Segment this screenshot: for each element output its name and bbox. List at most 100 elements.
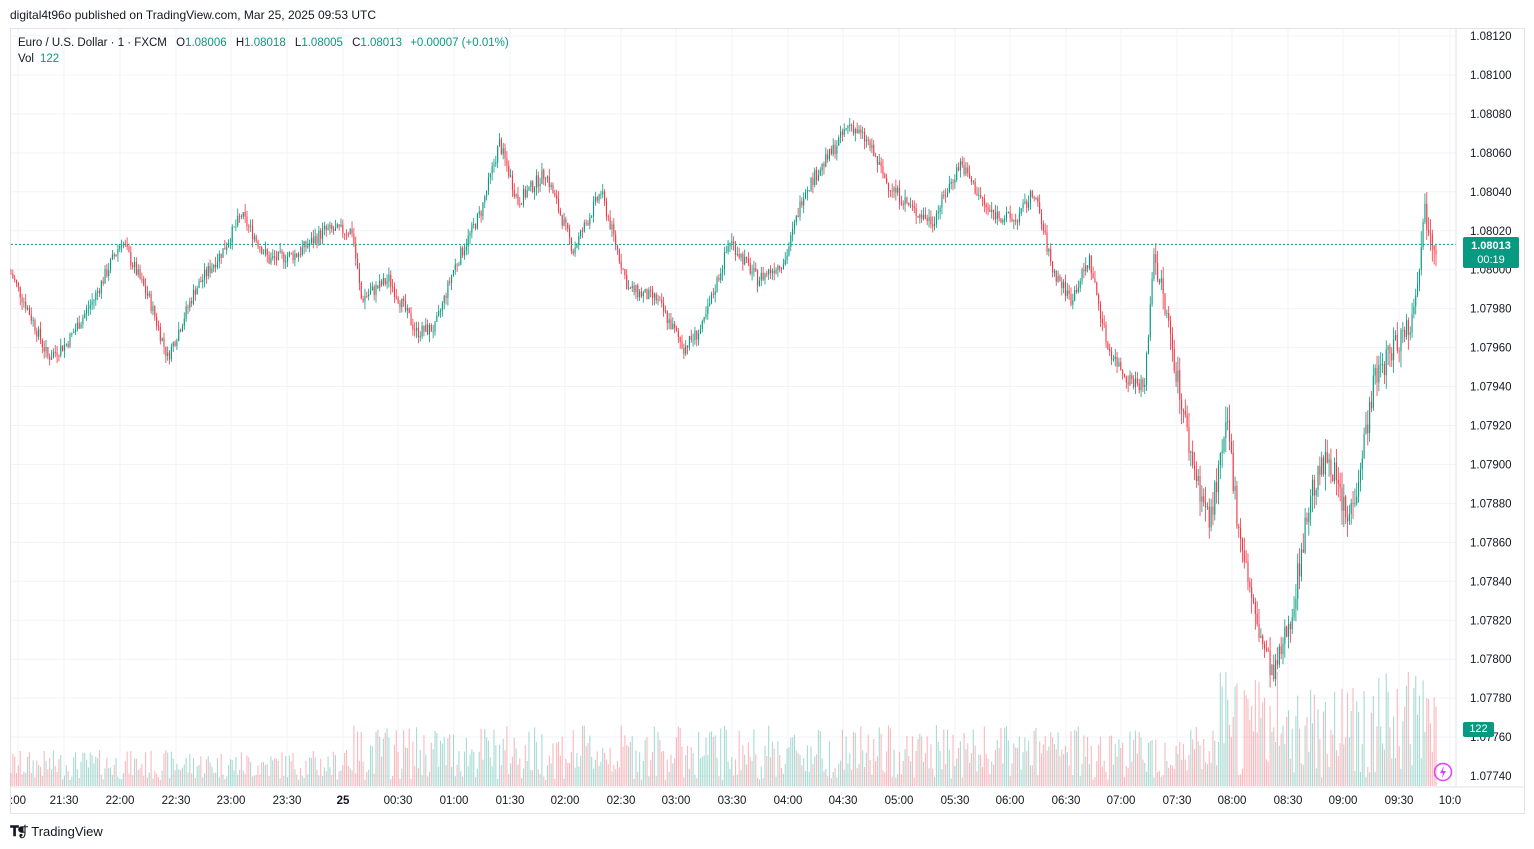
volume-bar bbox=[803, 758, 805, 786]
candle-body bbox=[666, 311, 668, 323]
candle-body bbox=[156, 316, 158, 326]
volume-bar bbox=[191, 773, 193, 786]
volume-bar bbox=[976, 771, 978, 786]
tradingview-footer[interactable]: 𝐓❡ TradingView bbox=[10, 823, 103, 840]
volume-bar bbox=[1317, 709, 1319, 786]
candle-body bbox=[1151, 278, 1153, 305]
volume-bar bbox=[154, 770, 156, 786]
candle-body bbox=[1035, 198, 1037, 199]
volume-bar bbox=[1074, 729, 1076, 786]
candle-body bbox=[150, 293, 152, 311]
candle-body bbox=[1020, 208, 1022, 214]
candle-body bbox=[270, 257, 272, 264]
volume-bar bbox=[893, 749, 895, 786]
volume-bar bbox=[709, 732, 711, 786]
volume-bar bbox=[80, 761, 82, 786]
volume-bar bbox=[781, 767, 783, 786]
candle-body bbox=[1077, 287, 1079, 293]
volume-bar bbox=[180, 770, 182, 786]
candle-body bbox=[530, 181, 532, 187]
candle-body bbox=[1136, 378, 1138, 384]
volume-bar bbox=[216, 758, 219, 786]
volume-bar bbox=[873, 739, 875, 786]
candle-body bbox=[1374, 367, 1376, 376]
candle-body bbox=[288, 252, 290, 257]
volume-bar bbox=[1221, 686, 1223, 786]
candle-body bbox=[452, 269, 454, 276]
candle-body bbox=[1101, 319, 1103, 324]
candle-body bbox=[983, 198, 985, 205]
volume-bar bbox=[698, 731, 700, 786]
volume-bar bbox=[1011, 763, 1013, 786]
candle-body bbox=[515, 194, 517, 197]
candle-body bbox=[661, 300, 663, 304]
candle-body bbox=[703, 316, 705, 322]
candle-body bbox=[146, 292, 148, 296]
candle-body bbox=[281, 251, 283, 254]
volume-bar bbox=[299, 767, 301, 786]
volume-bar bbox=[821, 758, 823, 786]
candle-body bbox=[10, 273, 12, 275]
candle-body bbox=[39, 328, 42, 341]
chart-frame[interactable] bbox=[10, 28, 1525, 814]
volume-bar bbox=[211, 766, 213, 786]
volume-bar bbox=[1099, 736, 1102, 786]
volume-bar bbox=[1005, 726, 1008, 786]
candle-body bbox=[321, 228, 324, 239]
volume-bar bbox=[382, 738, 384, 786]
volume-bar bbox=[1289, 758, 1291, 786]
candle-body bbox=[594, 196, 596, 202]
volume-bar bbox=[808, 771, 810, 786]
volume-bar bbox=[145, 752, 147, 786]
candle-body bbox=[751, 271, 753, 274]
symbol-title[interactable]: Euro / U.S. Dollar · 1 · FXCM bbox=[18, 37, 167, 49]
volume-bar bbox=[661, 751, 663, 786]
candle-body bbox=[685, 345, 687, 354]
volume-bar bbox=[506, 726, 508, 786]
volume-bar bbox=[906, 735, 908, 786]
candle-body bbox=[565, 219, 567, 223]
candle-body bbox=[498, 139, 501, 147]
candle-body bbox=[108, 270, 110, 276]
volume-bar bbox=[613, 764, 615, 786]
volume-bar bbox=[775, 776, 777, 786]
volume-bar bbox=[1356, 701, 1358, 786]
candle-body bbox=[408, 307, 410, 314]
candle-body bbox=[1310, 496, 1312, 513]
candle-body bbox=[338, 224, 340, 227]
candle-body bbox=[1348, 513, 1350, 522]
volume-bar bbox=[799, 754, 801, 786]
candle-body bbox=[1429, 232, 1432, 235]
candle-body bbox=[898, 187, 901, 203]
volume-bar bbox=[974, 745, 976, 786]
volume-bar bbox=[757, 777, 759, 786]
volume-bar bbox=[517, 764, 519, 786]
volume-bar bbox=[556, 742, 558, 786]
candle-body bbox=[793, 222, 796, 229]
candle-body bbox=[797, 215, 799, 218]
flash-icon[interactable] bbox=[1433, 762, 1453, 782]
volume-bar bbox=[583, 725, 585, 786]
candle-body bbox=[994, 212, 996, 220]
volume-bar bbox=[513, 737, 515, 786]
volume-bar bbox=[515, 748, 517, 786]
volume-bar bbox=[1026, 751, 1028, 786]
volume-bar bbox=[465, 737, 467, 786]
candle-body bbox=[1206, 506, 1208, 508]
candle-body bbox=[1396, 335, 1398, 351]
candle-body bbox=[1164, 293, 1166, 314]
volume-bar bbox=[109, 767, 112, 786]
candle-body bbox=[237, 215, 239, 226]
volume-bar bbox=[605, 759, 607, 786]
volume-bar bbox=[1208, 751, 1210, 786]
candle-body bbox=[473, 224, 475, 225]
y-tick-label: 1.07940 bbox=[1470, 382, 1512, 394]
volume-bar bbox=[690, 747, 692, 786]
candle-body bbox=[364, 296, 366, 302]
candle-body bbox=[1225, 422, 1227, 438]
volume-bar bbox=[753, 729, 755, 786]
volume-bar bbox=[694, 774, 696, 786]
volume-bar bbox=[266, 764, 268, 786]
volume-bar bbox=[620, 725, 622, 786]
